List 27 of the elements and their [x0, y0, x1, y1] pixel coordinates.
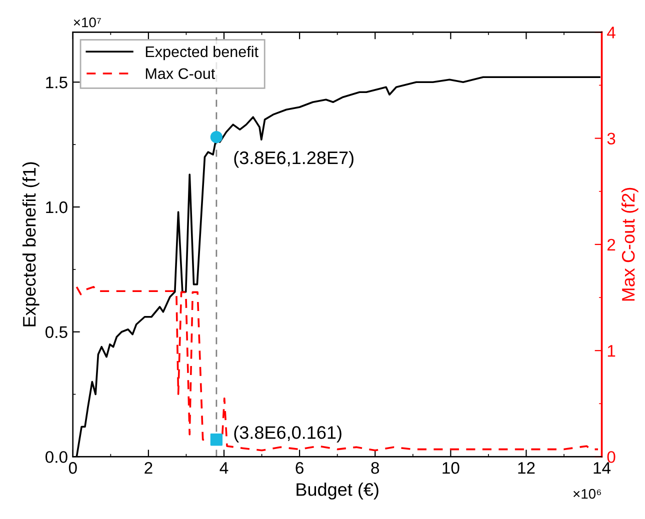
- y2-tick-label: 2: [607, 238, 616, 250]
- y2-tick-label: 0: [607, 451, 616, 463]
- y2-tick-label: 1: [608, 345, 616, 357]
- x-tick-label: 0: [68, 462, 77, 474]
- y2-tick-label: 4: [607, 26, 616, 38]
- x-tick-label: 10: [442, 462, 460, 474]
- legend-label: Max C-out: [146, 68, 216, 80]
- y-tick-label: 0.0: [46, 451, 68, 463]
- x-tick-label: 6: [296, 462, 304, 474]
- y-tick-label: 0.5: [46, 326, 68, 338]
- text: ×10⁷: [74, 17, 101, 28]
- x-tick-label: 4: [220, 462, 228, 474]
- text: ×10⁶: [573, 488, 601, 499]
- y2-tick-label: 3: [607, 132, 616, 145]
- legend-label: Expected benefit: [146, 46, 258, 60]
- annotation: (3.8E6,0.161): [234, 426, 342, 442]
- y-tick-label: 1.5: [46, 76, 68, 88]
- y2-axis-title: Max C-out (f2): [621, 188, 638, 301]
- x-tick-label: 12: [518, 462, 535, 474]
- y-tick-label: 1.0: [46, 201, 68, 214]
- annotation: (3.8E6,1.28E7): [234, 150, 354, 168]
- x-tick-label: 2: [144, 462, 152, 474]
- x-axis-title: Budget (€): [296, 482, 378, 500]
- x-tick-label: 14: [594, 462, 611, 474]
- line-series: [76, 286, 599, 452]
- y-axis-title: Expected benefit (f1): [22, 162, 40, 326]
- x-tick-label: 8: [371, 462, 380, 474]
